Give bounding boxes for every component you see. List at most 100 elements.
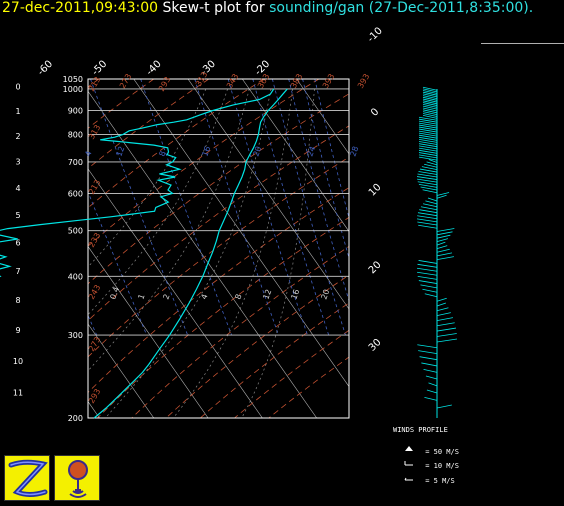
wind-barb (436, 252, 453, 257)
mixing-ratio-label: 20 (251, 145, 263, 158)
wind-barb (436, 192, 450, 196)
moist-adiabat-line (88, 88, 228, 316)
wind-barb (418, 280, 438, 284)
wind-barb (418, 147, 438, 152)
wind-barb (418, 152, 438, 156)
mixing-ratio-label: 2 (161, 293, 171, 301)
plot-frame (87, 78, 350, 419)
dry-adiabat-label: 293 (87, 387, 102, 405)
dry-adiabat-label: 313 (87, 123, 102, 141)
height-tick-label: 2 (15, 132, 20, 141)
wind-barb (436, 327, 457, 332)
wind-barb (422, 111, 438, 116)
wind-barb (417, 344, 438, 349)
wind-barb (417, 181, 438, 186)
pressure-tick-label: 900 (68, 107, 83, 116)
balloon-icon (54, 455, 100, 501)
wind-barb (422, 109, 438, 114)
wind-barb (417, 271, 438, 276)
wind-legend-label: = 50 M/S (425, 448, 459, 456)
wind-barb (416, 218, 438, 223)
wind-barb (426, 389, 438, 394)
mixing-ratio-label: 16 (289, 288, 301, 301)
moist-adiabat-line (105, 88, 272, 418)
dry-adiabat-line (88, 79, 210, 170)
pressure-tick-label: 800 (68, 131, 83, 140)
wind-barb (418, 149, 438, 154)
pressure-tick-label: 400 (68, 272, 83, 281)
wind-barb (418, 122, 438, 127)
wind-barb (422, 113, 438, 117)
wind-barb (418, 171, 438, 175)
title-timestamp: 27-dec-2011,09:43:00 (2, 0, 159, 16)
wind-barb (418, 139, 438, 143)
wind-barb (420, 206, 438, 211)
wind-barb (425, 200, 438, 205)
wind-barb (422, 96, 438, 101)
wind-barb (417, 275, 438, 280)
height-tick-label: 11 (13, 389, 23, 398)
dry-adiabat-line (88, 79, 99, 88)
page-title: 27-dec-2011,09:43:00 Skew-t plot for sou… (2, 0, 533, 16)
height-tick-label: 7 (15, 267, 20, 276)
wind-barb (436, 312, 451, 317)
half-barb-icon (404, 477, 413, 481)
wind-barb (436, 248, 450, 253)
wind-legend-row: = 50 M/S (405, 448, 459, 456)
wind-barb (424, 293, 438, 298)
wind-barb (422, 98, 438, 103)
wind-barb (418, 350, 438, 355)
wind-barb (418, 132, 438, 137)
wind-barb (418, 260, 438, 264)
dry-adiabat-line (97, 216, 349, 418)
wind-barb (418, 224, 438, 229)
dry-adiabat-line (200, 302, 349, 418)
height-tick-label: 4 (15, 184, 20, 193)
wind-barb (436, 307, 449, 312)
wind-barb (427, 197, 438, 202)
wind-barb (418, 124, 438, 129)
height-tick-label: 6 (15, 239, 20, 248)
wind-legend-title: WINDS PROFILE (393, 426, 448, 434)
wind-barb (417, 178, 438, 183)
wind-barb (419, 168, 438, 173)
wind-barb (422, 105, 438, 110)
dewpoint-trace (0, 88, 275, 278)
mixing-ratio-line (88, 190, 148, 336)
mixing-ratio-line (252, 79, 330, 336)
pressure-tick-label: 200 (68, 414, 83, 423)
dry-adiabat-line (88, 93, 349, 285)
dry-adiabat-label: 293 (157, 75, 172, 93)
isotherm-line (0, 79, 45, 418)
wind-barb (422, 95, 438, 99)
dry-adiabat-line (0, 79, 44, 418)
wind-barb (422, 103, 438, 108)
height-tick-label: 1 (15, 107, 20, 116)
height-tick-label: 9 (15, 326, 20, 335)
pressure-tick-label: 1000 (63, 85, 83, 94)
pressure-tick-label: 500 (68, 227, 83, 236)
wind-barb (436, 231, 453, 236)
moist-adiabat-line (88, 88, 207, 268)
isotherm-line (351, 79, 564, 418)
logo (4, 455, 101, 503)
isotherm-line (88, 245, 209, 418)
wind-barb (418, 154, 438, 159)
mixing-ratio-label: 24 (305, 145, 317, 158)
mixing-ratio-line (194, 79, 279, 336)
isotherm-line (88, 90, 317, 418)
isotherm-line (88, 323, 155, 418)
wind-barb (418, 130, 438, 135)
wind-barb (420, 284, 438, 289)
dry-adiabat-line (88, 156, 349, 358)
dry-adiabat-label: 213 (87, 75, 102, 93)
wind-legend-row: = 10 M/S (405, 462, 459, 470)
mixing-ratio-line (272, 79, 346, 336)
wind-barb (418, 118, 438, 123)
z-logo (4, 455, 50, 501)
temperature-tick-label: 30 (367, 337, 384, 354)
wind-barb (417, 215, 438, 220)
isotherm-line (88, 168, 263, 418)
wind-barb (419, 356, 438, 361)
wind-barb (436, 333, 457, 337)
